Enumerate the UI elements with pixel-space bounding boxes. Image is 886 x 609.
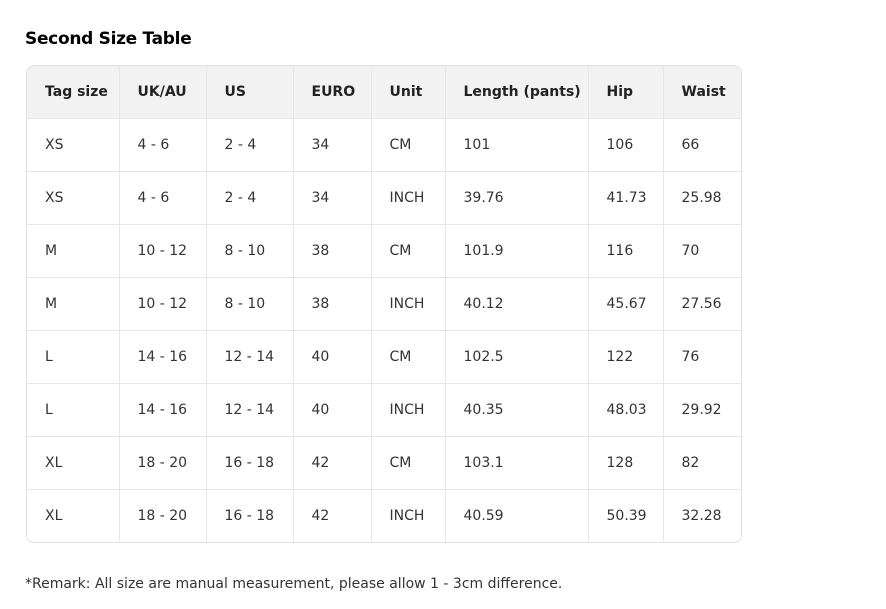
table-cell: 101.9 — [445, 224, 589, 278]
table-cell: 103.1 — [445, 436, 589, 490]
table-cell: 8 - 10 — [206, 277, 294, 331]
table-cell: 29.92 — [663, 383, 741, 437]
page-title: Second Size Table — [25, 29, 192, 49]
column-header: Waist — [663, 66, 741, 119]
table-cell: M — [27, 224, 120, 278]
table-cell: 41.73 — [588, 171, 664, 225]
table-cell: 50.39 — [588, 489, 664, 542]
table-cell: 116 — [588, 224, 664, 278]
table-cell: 16 - 18 — [206, 489, 294, 542]
table-cell: 40.12 — [445, 277, 589, 331]
table-cell: 8 - 10 — [206, 224, 294, 278]
table-cell: 25.98 — [663, 171, 741, 225]
table-cell: 2 - 4 — [206, 118, 294, 172]
table-cell: 48.03 — [588, 383, 664, 437]
table-cell: 40.35 — [445, 383, 589, 437]
table-cell: L — [27, 330, 120, 384]
table-cell: L — [27, 383, 120, 437]
table-cell: XL — [27, 489, 120, 542]
remark-note: *Remark: All size are manual measurement… — [25, 576, 563, 592]
table-cell: 38 — [293, 277, 372, 331]
size-table: Tag size UK/AU US EURO Unit Length (pants) Hip… — [27, 66, 741, 542]
column-header: Length (pants) — [445, 66, 589, 119]
table-cell: 34 — [293, 118, 372, 172]
table-cell: 40 — [293, 330, 372, 384]
table-row: M 10 - 12 8 - 10 38 INCH 40.12 45.67 27.56 — [27, 277, 741, 331]
table-cell: INCH — [371, 383, 446, 437]
table-cell: 106 — [588, 118, 664, 172]
table-cell: 12 - 14 — [206, 330, 294, 384]
table-cell: INCH — [371, 277, 446, 331]
table-cell: 38 — [293, 224, 372, 278]
table-cell: 10 - 12 — [119, 224, 207, 278]
table-cell: 101 — [445, 118, 589, 172]
table-cell: 4 - 6 — [119, 171, 207, 225]
table-cell: 14 - 16 — [119, 330, 207, 384]
table-cell: 2 - 4 — [206, 171, 294, 225]
table-cell: INCH — [371, 489, 446, 542]
table-cell: XL — [27, 436, 120, 490]
column-header: Unit — [371, 66, 446, 119]
table-cell: 34 — [293, 171, 372, 225]
table-cell: XS — [27, 118, 120, 172]
column-header: EURO — [293, 66, 372, 119]
table-row: L 14 - 16 12 - 14 40 CM 102.5 122 76 — [27, 330, 741, 384]
table-cell: 66 — [663, 118, 741, 172]
table-row: XL 18 - 20 16 - 18 42 CM 103.1 128 82 — [27, 436, 741, 490]
table-cell: 18 - 20 — [119, 489, 207, 542]
table-row: L 14 - 16 12 - 14 40 INCH 40.35 48.03 29.92 — [27, 383, 741, 437]
table-cell: 122 — [588, 330, 664, 384]
table-cell: 128 — [588, 436, 664, 490]
table-cell: 32.28 — [681, 508, 722, 524]
column-header: Tag size — [27, 66, 120, 119]
table-cell: 18 - 20 — [119, 436, 207, 490]
table-cell: 82 — [663, 436, 741, 490]
table-cell: CM — [371, 436, 446, 490]
header-row: Tag size UK/AU US EURO Unit Length (pants) Hip… — [27, 66, 741, 119]
size-table-container: Tag size UK/AU US EURO Unit Length (pants) Hip… — [26, 65, 742, 543]
table-cell: INCH — [371, 171, 446, 225]
table-cell: 42 — [293, 489, 372, 542]
table-cell: 40.59 — [445, 489, 589, 542]
column-header: UK/AU — [119, 66, 207, 119]
table-cell: 102.5 — [445, 330, 589, 384]
table-cell: 45.67 — [588, 277, 664, 331]
column-header: Hip — [588, 66, 664, 119]
table-cell: 27.56 — [663, 277, 741, 331]
column-header: US — [206, 66, 294, 119]
table-cell: 39.76 — [445, 171, 589, 225]
table-cell: CM — [371, 330, 446, 384]
table-cell: M — [27, 277, 120, 331]
table-cell: 40 — [293, 383, 372, 437]
table-cell: CM — [371, 118, 446, 172]
table-cell: 42 — [293, 436, 372, 490]
table-cell: 16 - 18 — [206, 436, 294, 490]
table-cell: 12 - 14 — [206, 383, 294, 437]
table-cell: 14 - 16 — [119, 383, 207, 437]
table-cell: XS — [27, 171, 120, 225]
table-cell: 70 — [663, 224, 741, 278]
table-row: M 10 - 12 8 - 10 38 CM 101.9 116 70 — [27, 224, 741, 278]
table-cell: CM — [371, 224, 446, 278]
table-row: XL 18 - 20 16 - 18 42 INCH 40.59 50.39 32.28 — [27, 489, 741, 542]
table-cell: 4 - 6 — [119, 118, 207, 172]
table-cell: 10 - 12 — [119, 277, 207, 331]
table-cell: 76 — [663, 330, 741, 384]
